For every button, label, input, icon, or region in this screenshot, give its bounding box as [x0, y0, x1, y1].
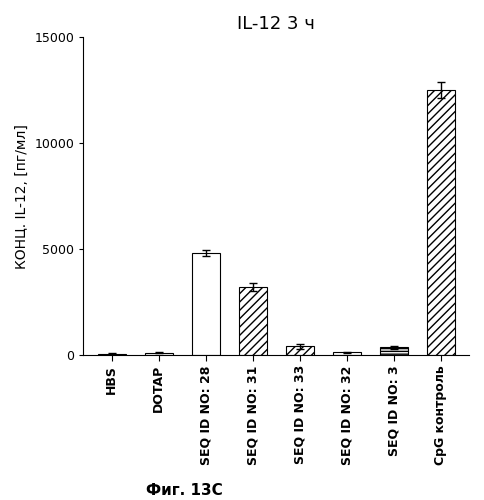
- Title: IL-12 3 ч: IL-12 3 ч: [237, 15, 315, 33]
- Bar: [145, 352, 173, 355]
- Bar: [192, 253, 220, 355]
- Bar: [239, 287, 267, 355]
- Bar: [98, 354, 126, 355]
- Bar: [286, 346, 314, 355]
- Bar: [427, 90, 455, 355]
- Bar: [333, 352, 361, 355]
- Bar: [379, 348, 408, 355]
- Y-axis label: КОНЦ. IL-12, [пг/мл]: КОНЦ. IL-12, [пг/мл]: [15, 124, 29, 268]
- Text: Фиг. 13С: Фиг. 13С: [146, 483, 222, 498]
